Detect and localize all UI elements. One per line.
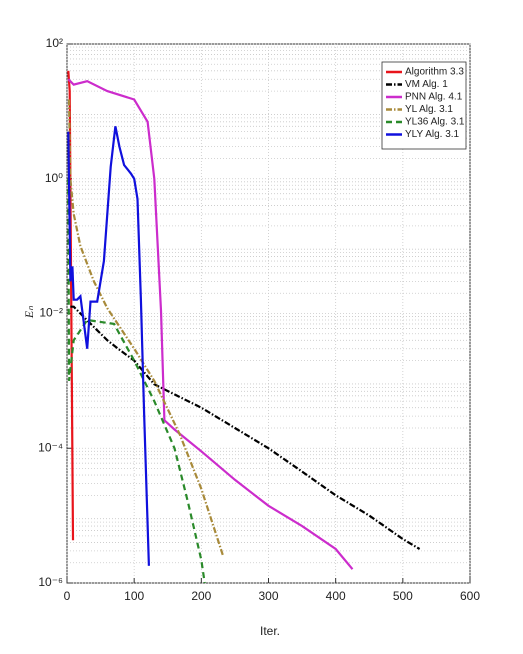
legend-label: PNN Alg. 4.1 — [405, 92, 463, 103]
legend-label: VM Alg. 1 — [405, 79, 448, 90]
legend-label: YLY Alg. 3.1 — [405, 129, 460, 140]
data-line — [67, 99, 224, 556]
x-tick-label: 0 — [64, 589, 71, 603]
x-axis-label: Iter. — [260, 624, 280, 638]
legend-label: YL36 Alg. 3.1 — [405, 117, 465, 128]
y-tick-label: 10⁰ — [45, 171, 63, 185]
y-tick-label: 10² — [46, 36, 63, 50]
y-tick-label: 10⁻² — [39, 306, 63, 320]
data-line — [67, 78, 354, 570]
data-line — [67, 126, 150, 566]
y-axis-label: Eₙ — [22, 306, 36, 319]
x-tick-label: 100 — [124, 589, 144, 603]
data-line — [67, 70, 75, 541]
x-tick-label: 500 — [393, 589, 413, 603]
y-tick-label: 10⁻⁶ — [38, 575, 63, 589]
x-tick-label: 200 — [191, 589, 211, 603]
y-tick-label: 10⁻⁴ — [38, 440, 63, 454]
x-tick-label: 400 — [326, 589, 346, 603]
legend-label: Algorithm 3.3 — [405, 67, 464, 78]
legend: Algorithm 3.3VM Alg. 1 PNN Alg. 4.1YL Alg… — [381, 61, 467, 150]
x-tick-label: 300 — [258, 589, 278, 603]
x-tick-label: 600 — [460, 589, 480, 603]
legend-label: YL Alg. 3.1 — [405, 104, 453, 115]
